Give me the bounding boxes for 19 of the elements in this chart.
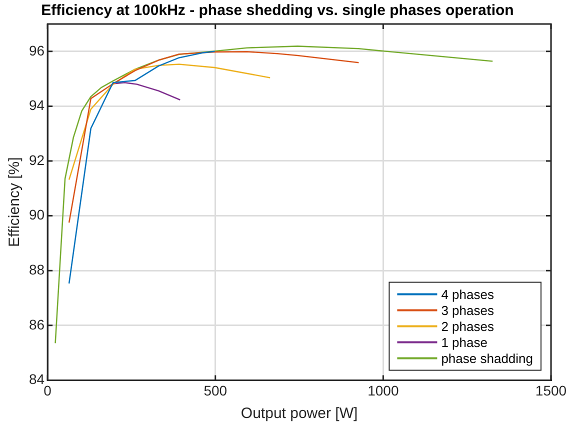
y-tick-label: 88 bbox=[28, 261, 45, 278]
y-tick-label: 96 bbox=[28, 42, 45, 58]
y-tick-label: 84 bbox=[28, 371, 45, 388]
x-axis-title: Output power [W] bbox=[240, 405, 358, 422]
y-tick-label: 94 bbox=[28, 97, 45, 114]
x-tick-label: 1500 bbox=[535, 382, 567, 398]
chart-title: Efficiency at 100kHz - phase shedding vs. single phases operation bbox=[41, 2, 514, 20]
legend-label: 2 phases bbox=[441, 318, 494, 334]
y-tick-label: 90 bbox=[28, 206, 45, 223]
x-tick-label: 1000 bbox=[368, 382, 399, 398]
x-tick-label: 500 bbox=[204, 382, 228, 398]
x-tick-label: 0 bbox=[44, 382, 52, 398]
legend-label: 3 phases bbox=[441, 302, 494, 318]
y-tick-label: 92 bbox=[28, 152, 45, 168]
legend-label: 1 phase bbox=[441, 334, 488, 350]
y-tick-label: 86 bbox=[28, 316, 45, 332]
legend-label: phase shadding bbox=[441, 350, 534, 366]
y-axis-title: Efficiency [%] bbox=[6, 157, 24, 247]
legend-label: 4 phases bbox=[441, 286, 494, 302]
